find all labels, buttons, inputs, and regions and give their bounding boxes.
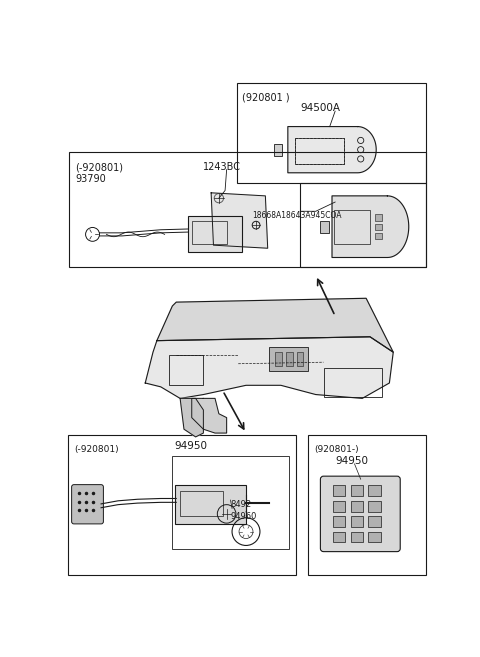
Bar [269,347,308,371]
Bar [172,456,288,549]
Text: (-920801): (-920801) [74,445,119,453]
Bar [180,491,223,516]
Polygon shape [157,298,393,352]
Bar [375,214,382,221]
Polygon shape [180,398,204,437]
Polygon shape [192,398,227,433]
FancyBboxPatch shape [72,485,103,524]
Bar [350,501,363,512]
Bar [324,367,382,397]
Polygon shape [332,196,409,258]
Text: (-920801): (-920801) [75,162,123,172]
Bar [375,233,382,239]
Polygon shape [288,127,376,173]
Bar [333,501,345,512]
Bar [175,485,246,524]
Bar [300,183,426,267]
Bar [369,532,381,543]
Bar [168,355,204,385]
Bar [333,486,345,496]
Bar [333,532,345,543]
Text: 94950: 94950 [335,456,368,466]
Bar [297,352,303,366]
Text: 1243BC: 1243BC [204,162,241,172]
Bar [350,516,363,527]
Text: (920801-): (920801-) [314,445,359,453]
Text: 94960: 94960 [230,512,257,520]
Polygon shape [211,193,268,248]
Bar [334,210,370,244]
Bar [369,501,381,512]
FancyBboxPatch shape [321,476,400,552]
Bar [237,83,426,183]
Text: 18668A18643A945COA: 18668A18643A945COA [252,212,342,220]
Bar [375,223,382,230]
Bar [286,352,292,366]
Bar [369,516,381,527]
Text: 94950: 94950 [175,441,208,451]
Bar [295,138,344,164]
Bar [320,221,329,233]
Bar [308,434,426,576]
Bar [350,486,363,496]
Bar [350,532,363,543]
Bar [369,486,381,496]
Bar [274,143,282,156]
Polygon shape [145,337,393,398]
Bar [68,434,296,576]
Text: 94500A: 94500A [300,104,340,114]
Bar [276,352,282,366]
Bar [333,516,345,527]
Bar [188,216,242,252]
Text: (920801 ): (920801 ) [242,93,290,102]
Text: 8492: 8492 [230,500,252,509]
Bar [295,138,344,164]
Text: 93790: 93790 [75,173,106,183]
Bar [192,221,227,244]
Bar [69,152,426,267]
